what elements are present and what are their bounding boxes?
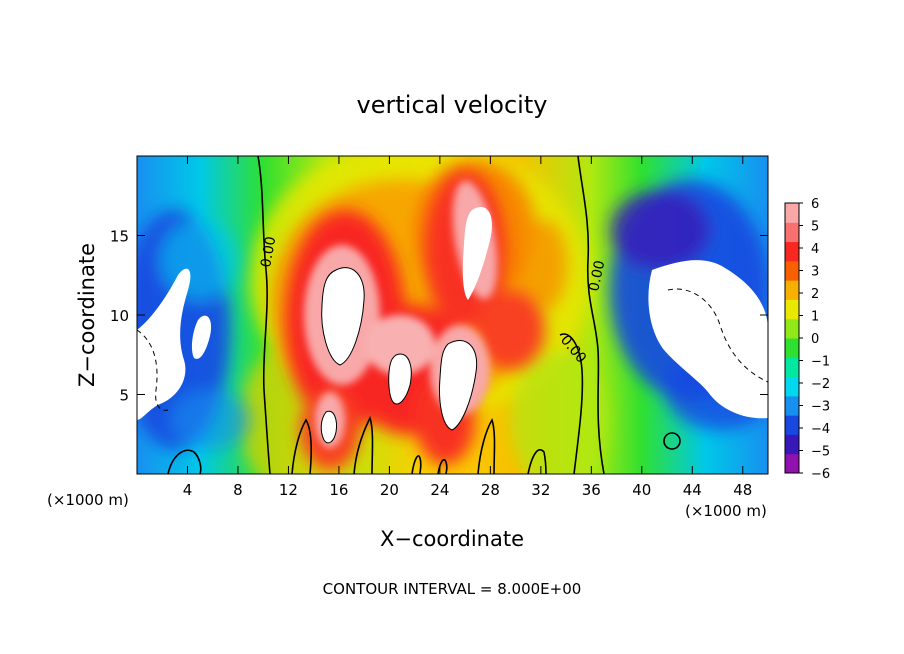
y-tick-label: 5 bbox=[119, 387, 129, 405]
x-tick-label: 24 bbox=[430, 481, 449, 499]
colorbar-swatch bbox=[785, 280, 799, 300]
colorbar: 6 5 4 3 2 1 0 −1 −2 −3 −4 −5 −6 bbox=[784, 197, 830, 482]
downdraft-cores bbox=[137, 260, 768, 420]
colorbar-label: −1 bbox=[811, 355, 830, 370]
colorbar-label: 6 bbox=[811, 197, 819, 212]
colorbar-label: −3 bbox=[811, 400, 830, 415]
x-tick-label: 12 bbox=[279, 481, 298, 499]
y-axis-label: Z−coordinate bbox=[75, 243, 99, 387]
contour-lines bbox=[167, 156, 681, 474]
colorbar-swatch bbox=[785, 415, 799, 435]
colorbar-swatch bbox=[785, 434, 799, 455]
colorbar-swatch bbox=[785, 260, 799, 281]
colorbar-label: 2 bbox=[811, 287, 819, 302]
colorbar-swatch bbox=[785, 222, 799, 243]
colorbar-swatch bbox=[785, 453, 799, 474]
x-tick-label: 44 bbox=[683, 481, 702, 499]
colorbar-swatch bbox=[785, 299, 799, 320]
colorbar-label: −4 bbox=[811, 422, 830, 437]
contour-label: 0.00 bbox=[586, 259, 608, 293]
colorbar-swatch bbox=[785, 395, 799, 416]
y-axis: 5 10 15 bbox=[110, 228, 768, 405]
colorbar-label: 1 bbox=[811, 310, 819, 325]
updraft-cores bbox=[320, 206, 492, 444]
x-axis-unit-right: (×1000 m) bbox=[685, 502, 767, 520]
x-tick-label: 40 bbox=[632, 481, 651, 499]
x-tick-label: 48 bbox=[733, 481, 752, 499]
plot-area bbox=[137, 156, 768, 474]
colorbar-label: −2 bbox=[811, 377, 830, 392]
colorbar-label: 4 bbox=[811, 242, 819, 257]
colorbar-swatch bbox=[785, 338, 799, 358]
colorbar-swatch bbox=[785, 376, 799, 397]
colorbar-swatch bbox=[785, 357, 799, 378]
x-tick-label: 28 bbox=[481, 481, 500, 499]
colorbar-label: −5 bbox=[811, 445, 830, 460]
x-tick-label: 36 bbox=[582, 481, 601, 499]
colorbar-label: 3 bbox=[811, 265, 819, 280]
x-axis-unit-left: (×1000 m) bbox=[47, 491, 129, 509]
colorbar-label: 0 bbox=[811, 332, 819, 347]
colorbar-label: −6 bbox=[811, 467, 830, 482]
chart-title: vertical velocity bbox=[357, 91, 548, 119]
contour-label: 0.00 bbox=[258, 235, 279, 268]
x-axis: 4 8 12 16 20 24 28 32 36 40 44 48 bbox=[183, 156, 752, 499]
x-tick-label: 16 bbox=[329, 481, 348, 499]
x-tick-label: 20 bbox=[380, 481, 399, 499]
colorbar-swatch bbox=[785, 241, 799, 262]
colorbar-swatch bbox=[785, 318, 799, 339]
x-tick-label: 8 bbox=[233, 481, 243, 499]
colorbar-label: 5 bbox=[811, 220, 819, 235]
x-axis-label: X−coordinate bbox=[380, 527, 524, 551]
x-tick-label: 4 bbox=[183, 481, 193, 499]
contour-interval-note: CONTOUR INTERVAL = 8.000E+00 bbox=[323, 580, 582, 598]
y-tick-label: 10 bbox=[110, 307, 129, 325]
y-tick-label: 15 bbox=[110, 228, 129, 246]
colorbar-swatch bbox=[785, 203, 799, 223]
x-tick-label: 32 bbox=[531, 481, 550, 499]
